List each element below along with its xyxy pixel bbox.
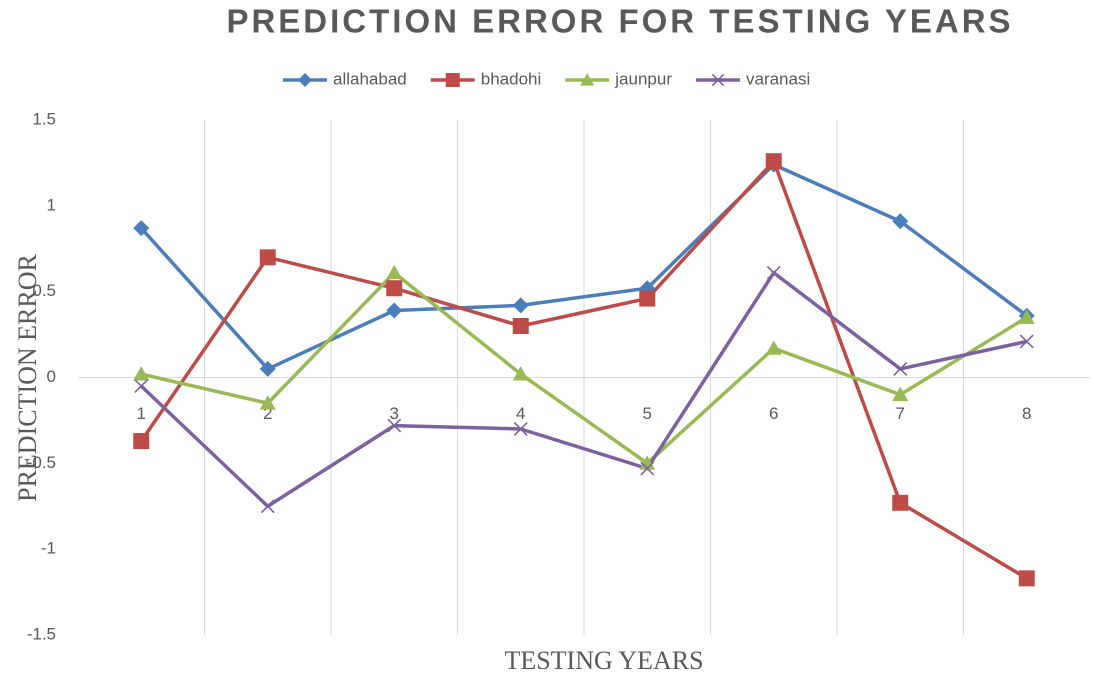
series-line xyxy=(139,162,1028,371)
x-tick-label: 1 xyxy=(137,404,146,423)
marker xyxy=(387,418,402,433)
marker xyxy=(259,360,276,377)
y-tick-label: -1 xyxy=(41,539,56,558)
marker xyxy=(893,361,908,376)
y-tick-label: -1.5 xyxy=(27,624,56,643)
marker xyxy=(639,455,656,470)
legend-label: jaunpur xyxy=(614,69,672,88)
marker xyxy=(892,386,909,402)
marker xyxy=(260,499,275,514)
marker xyxy=(386,302,403,319)
marker xyxy=(512,318,529,334)
marker xyxy=(766,265,781,280)
legend-label: bhadohi xyxy=(481,69,542,88)
x-tick-label: 3 xyxy=(390,404,399,423)
marker xyxy=(580,73,595,86)
marker xyxy=(640,461,655,476)
marker xyxy=(133,433,150,450)
marker xyxy=(892,494,909,511)
x-tick-label: 5 xyxy=(643,404,652,423)
series-line xyxy=(139,159,1028,580)
x-tick-label: 8 xyxy=(1022,404,1031,423)
marker xyxy=(134,379,149,394)
series-line xyxy=(140,271,1028,466)
marker xyxy=(512,297,529,314)
marker xyxy=(445,73,460,87)
marker xyxy=(1018,570,1035,587)
y-tick-label: 0 xyxy=(47,367,56,386)
marker xyxy=(386,264,403,280)
marker xyxy=(259,249,276,266)
x-tick-label: 4 xyxy=(516,404,525,423)
x-tick-label: 2 xyxy=(263,404,272,423)
marker xyxy=(386,280,403,297)
x-tick-label: 7 xyxy=(896,404,905,423)
marker xyxy=(259,395,276,410)
marker xyxy=(1019,334,1034,349)
marker xyxy=(765,340,782,355)
y-axis-title: PREDICTION ERROR xyxy=(13,253,42,501)
y-tick-label: 1.5 xyxy=(32,109,56,128)
legend-label: allahabad xyxy=(333,69,407,88)
marker xyxy=(512,366,529,381)
x-axis-title: TESTING YEARS xyxy=(504,646,703,675)
y-tick-label: 1 xyxy=(47,195,56,214)
legend-label: varanasi xyxy=(746,69,810,88)
marker xyxy=(892,213,909,230)
marker xyxy=(1018,309,1035,324)
x-tick-label: 6 xyxy=(769,404,778,423)
chart-title: PREDICTION ERROR FOR TESTING YEARS xyxy=(226,3,1013,40)
y-tick-label: 0.5 xyxy=(32,281,56,300)
marker xyxy=(513,422,528,436)
marker xyxy=(765,153,782,170)
marker xyxy=(133,366,150,381)
marker xyxy=(298,73,312,87)
marker xyxy=(639,290,656,307)
series-line xyxy=(140,271,1028,508)
marker xyxy=(133,220,150,237)
marker xyxy=(711,73,725,87)
y-tick-label: -0.5 xyxy=(27,453,56,472)
